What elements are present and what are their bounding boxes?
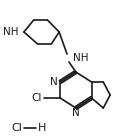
Text: N: N xyxy=(72,108,80,118)
Text: Cl: Cl xyxy=(11,123,22,133)
Text: NH: NH xyxy=(4,27,19,37)
Text: NH: NH xyxy=(73,53,88,63)
Text: Cl: Cl xyxy=(31,93,42,103)
Text: H: H xyxy=(38,123,46,133)
Text: N: N xyxy=(50,77,58,87)
